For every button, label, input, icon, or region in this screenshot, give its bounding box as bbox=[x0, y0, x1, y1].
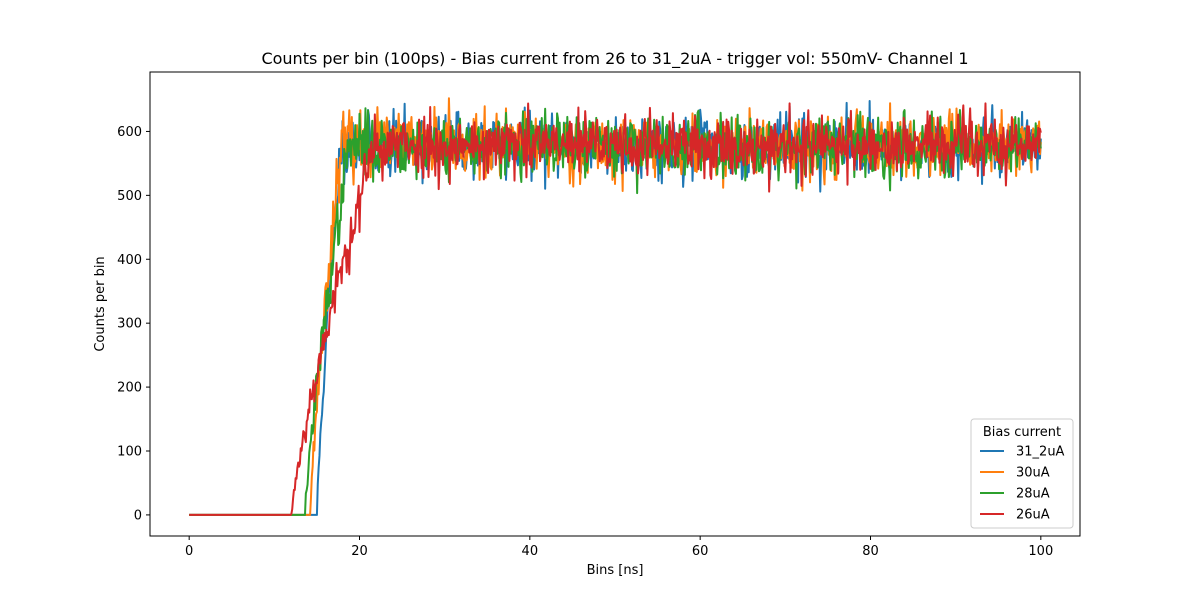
y-tick-label-6: 600 bbox=[117, 125, 142, 140]
x-tick-label-4: 80 bbox=[862, 544, 879, 559]
x-tick-label-0: 0 bbox=[185, 544, 193, 559]
y-tick-label-0: 0 bbox=[134, 508, 142, 523]
legend-entries: 31_2uA 30uA 28uA 26uA bbox=[980, 445, 1065, 523]
series-line-26uA bbox=[189, 102, 1042, 516]
y-tick-label-1: 100 bbox=[117, 444, 142, 459]
series-line-28uA bbox=[189, 107, 1042, 516]
y-tick-label-4: 400 bbox=[117, 253, 142, 268]
legend: Bias current 31_2uA 30uA 28uA 26uA bbox=[970, 418, 1074, 529]
series-group bbox=[189, 97, 1042, 516]
chart-title: Counts per bin (100ps) - Bias current fr… bbox=[261, 49, 968, 69]
legend-box bbox=[970, 418, 1074, 529]
x-axis: 0 20 40 60 80 100 bbox=[185, 536, 1053, 559]
x-tick-label-3: 60 bbox=[692, 544, 709, 559]
plot-frame bbox=[149, 71, 1081, 537]
x-axis-label: Bins [ns] bbox=[587, 563, 644, 578]
y-tick-label-3: 300 bbox=[117, 317, 142, 332]
x-tick-label-1: 20 bbox=[351, 544, 368, 559]
legend-title: Bias current bbox=[983, 425, 1061, 440]
legend-entry-31_2uA: 31_2uA bbox=[1016, 445, 1065, 460]
y-axis-label: Counts per bin bbox=[93, 256, 108, 351]
x-tick-label-2: 40 bbox=[522, 544, 539, 559]
legend-entry-28uA: 28uA bbox=[1016, 487, 1050, 502]
x-tick-label-5: 100 bbox=[1028, 544, 1053, 559]
y-tick-label-2: 200 bbox=[117, 381, 142, 396]
y-axis: 0 100 200 300 400 500 600 bbox=[117, 125, 150, 523]
legend-entry-26uA: 26uA bbox=[1016, 508, 1050, 523]
plot-area bbox=[149, 71, 1081, 537]
legend-entry-30uA: 30uA bbox=[1016, 466, 1050, 481]
y-tick-label-5: 500 bbox=[117, 189, 142, 204]
